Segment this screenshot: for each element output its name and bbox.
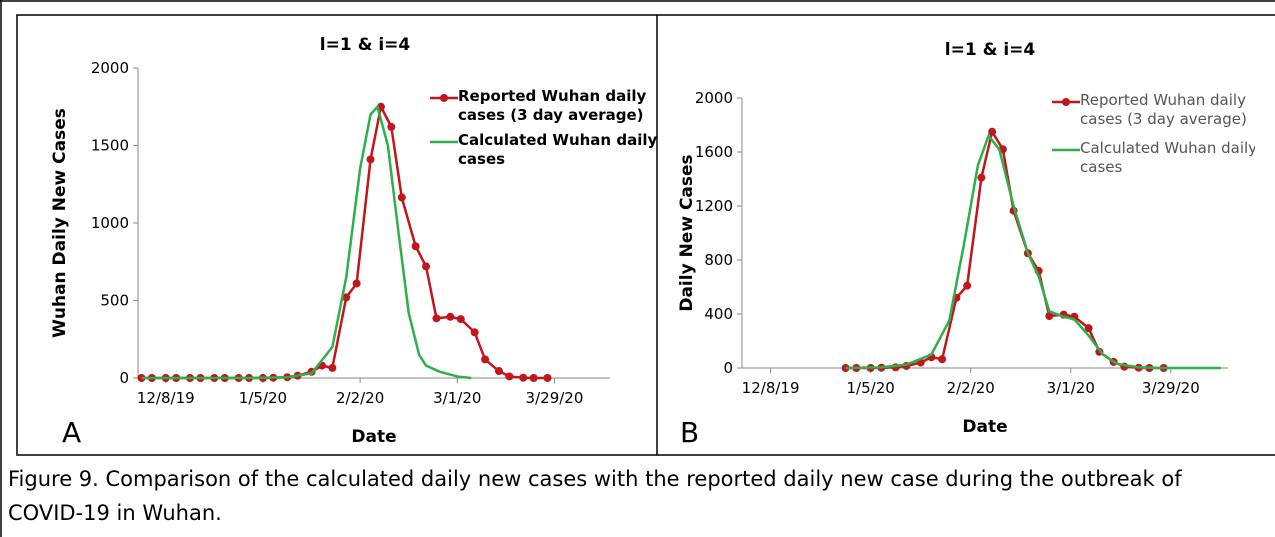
data-point [411, 242, 420, 251]
caption: Figure 9. Comparison of the calculated d… [8, 467, 1182, 525]
x-tick-label: 3/1/20 [1047, 379, 1095, 397]
series-line [845, 133, 1221, 370]
y-axis-title: Daily New Cases [677, 154, 697, 311]
data-point [342, 293, 351, 302]
legend-label: Reported Wuhan daily cases (3 day averag… [1080, 91, 1247, 128]
legend-label: Reported Wuhan daily cases (3 day averag… [458, 87, 647, 124]
chart: l=1 & i=4 0 400 800 1200 1600 2000 12/8/19 1/5/2… [677, 40, 1258, 449]
chart: l=1 & i=4 0 500 1000 1500 2000 12/8/19 1/5/20 2/… [50, 35, 658, 449]
legend-marker [1062, 98, 1070, 106]
data-point [988, 127, 997, 136]
x-tick-label: 2/2/20 [947, 379, 995, 397]
x-tick-label: 1/5/20 [239, 389, 287, 407]
data-point [938, 355, 947, 364]
data-point [470, 328, 479, 337]
y-tick-label: 400 [704, 305, 733, 323]
y-tick-label: 1500 [91, 137, 129, 155]
legend-entry: Reported Wuhan daily cases (3 day averag… [458, 87, 647, 124]
x-tick-label: 3/29/20 [526, 389, 584, 407]
panel-letter: B [680, 416, 699, 449]
y-tick-label: 2000 [91, 59, 129, 77]
y-tick-label: 800 [704, 251, 733, 269]
y-tick-label: 500 [100, 292, 129, 310]
legend-label: Calculated Wuhan daily cases [458, 131, 658, 168]
data-point [1045, 312, 1054, 321]
panel-letter: A [62, 416, 81, 449]
x-tick-label: 12/8/19 [742, 379, 800, 397]
legend-marker [440, 94, 448, 102]
y-tick-label: 1600 [695, 143, 733, 161]
x-tick-label: 1/5/20 [847, 379, 895, 397]
data-point [494, 367, 503, 376]
chart-title: l=1 & i=4 [320, 35, 411, 55]
data-point [397, 193, 406, 202]
data-point [352, 279, 361, 288]
legend-entry: Calculated Wuhan daily cases [1080, 139, 1258, 176]
data-point [977, 173, 986, 182]
data-point [446, 312, 455, 321]
chart-title: l=1 & i=4 [945, 40, 1036, 60]
x-axis-title: Date [962, 417, 1007, 437]
data-point [456, 315, 465, 324]
x-axis-title: Date [351, 427, 396, 447]
panel-frame [16, 14, 658, 456]
legend-entry: Reported Wuhan daily cases (3 day averag… [1080, 91, 1247, 128]
data-point [481, 355, 490, 364]
x-tick-label: 3/29/20 [1142, 379, 1200, 397]
data-point [422, 262, 431, 271]
y-tick-label: 1200 [695, 197, 733, 215]
data-point [519, 373, 528, 382]
y-tick-label: 1000 [91, 214, 129, 232]
data-point [963, 281, 972, 290]
data-point [432, 314, 441, 323]
data-point [543, 374, 552, 382]
legend-entry: Calculated Wuhan daily cases [458, 131, 658, 168]
y-tick-label: 0 [119, 369, 129, 387]
x-tick-label: 3/1/20 [433, 389, 481, 407]
y-tick-label: 0 [723, 359, 733, 377]
y-axis-title: Wuhan Daily New Cases [50, 108, 70, 338]
legend-label: Calculated Wuhan daily cases [1080, 139, 1258, 176]
data-point [387, 122, 396, 131]
y-tick-label: 2000 [695, 89, 733, 107]
data-point [529, 374, 538, 382]
series-line [141, 104, 472, 380]
data-point [505, 372, 514, 381]
x-tick-label: 2/2/20 [336, 389, 384, 407]
x-tick-label: 12/8/19 [137, 389, 195, 407]
data-point [328, 363, 337, 372]
data-point [1084, 324, 1093, 333]
data-point [366, 155, 375, 164]
